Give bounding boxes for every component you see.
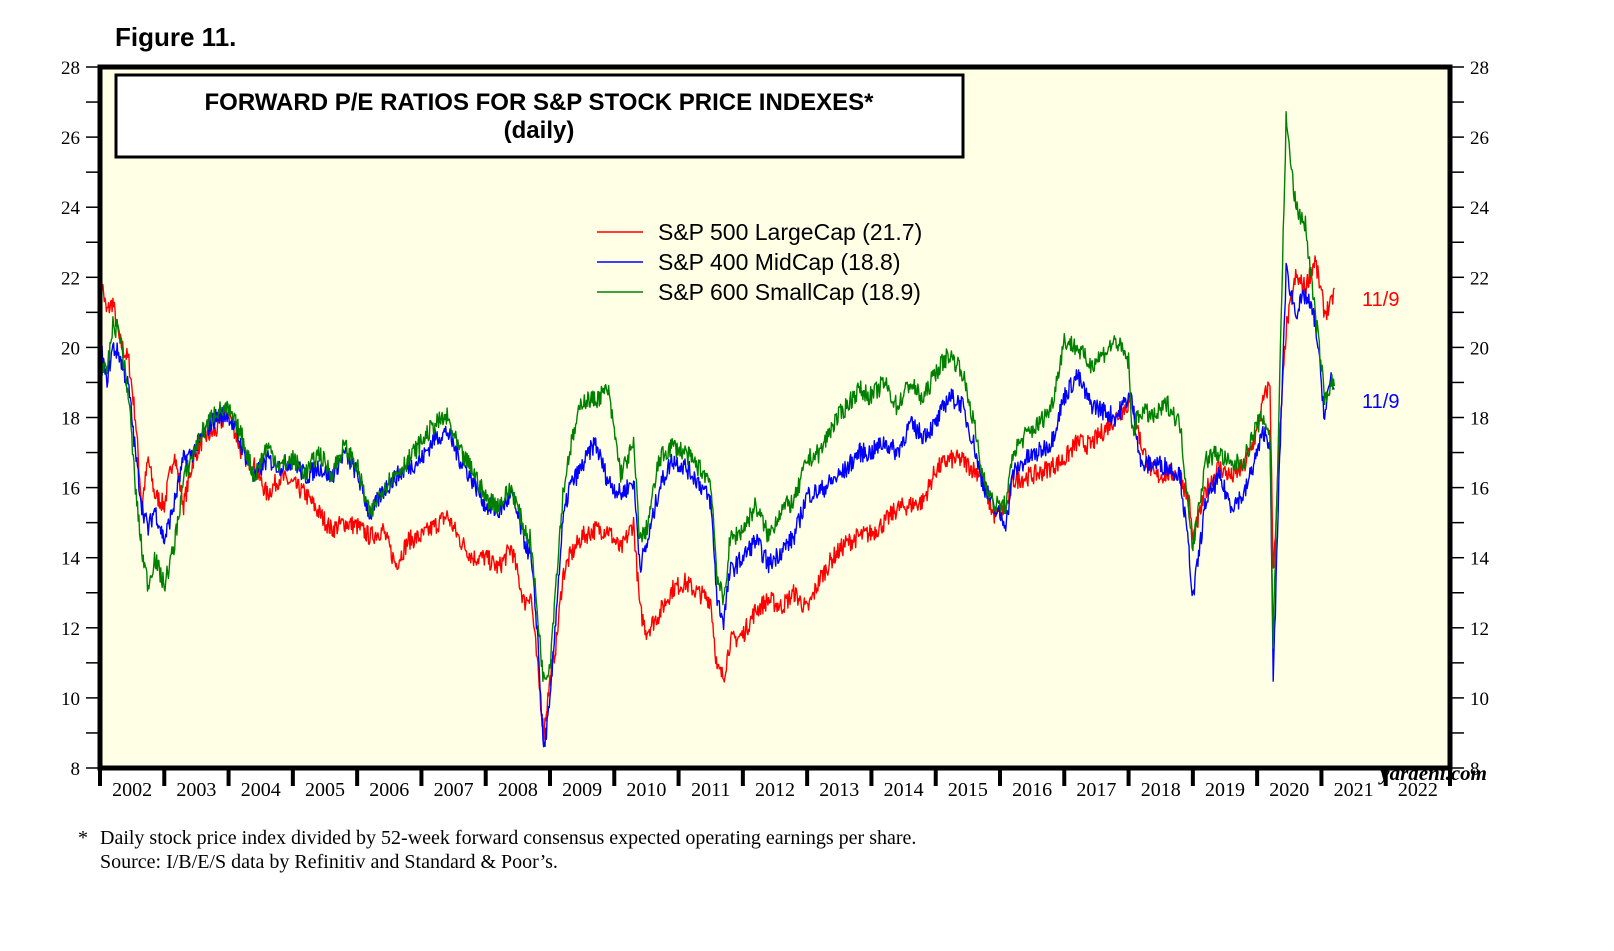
end-label-sp400: 11/9 — [1362, 391, 1399, 413]
y-tick-label-left: 28 — [61, 58, 80, 79]
x-tick-label: 2008 — [498, 779, 538, 801]
y-tick-label-left: 24 — [61, 198, 81, 219]
y-axis-right: 8 10 12 14 16 18 20 22 24 26 28 — [1450, 58, 1490, 780]
y-tick-label-left: 16 — [61, 479, 80, 500]
y-tick-label-left: 10 — [61, 689, 80, 710]
x-tick-label: 2016 — [1012, 779, 1052, 801]
x-tick-label: 2010 — [626, 779, 666, 801]
x-tick-label: 2012 — [755, 779, 795, 801]
y-tick-label-left: 12 — [61, 619, 80, 640]
y-tick-label-right: 20 — [1470, 338, 1489, 359]
x-tick-label: 2007 — [434, 779, 474, 801]
x-tick-label: 2011 — [691, 779, 730, 801]
y-tick-label-right: 16 — [1470, 479, 1489, 500]
plot-area — [100, 67, 1450, 768]
x-tick-label: 2020 — [1269, 779, 1309, 801]
legend-label-sp600: S&P 600 SmallCap (18.9) — [658, 279, 921, 305]
x-tick-label: 2015 — [948, 779, 988, 801]
legend: S&P 500 LargeCap (21.7) S&P 400 MidCap (… — [597, 219, 922, 305]
x-tick-label: 2017 — [1076, 779, 1116, 801]
x-tick-label: 2009 — [562, 779, 602, 801]
y-tick-label-right: 28 — [1470, 58, 1489, 79]
y-tick-label-right: 22 — [1470, 268, 1489, 289]
y-tick-label-left: 8 — [71, 759, 81, 780]
title-box: FORWARD P/E RATIOS FOR S&P STOCK PRICE I… — [114, 73, 965, 159]
y-tick-label-right: 14 — [1470, 549, 1490, 570]
x-tick-label: 2019 — [1205, 779, 1245, 801]
y-tick-label-right: 18 — [1470, 409, 1489, 430]
y-tick-label-left: 22 — [61, 268, 80, 289]
footnote-line-2: Source: I/B/E/S data by Refinitiv and St… — [100, 851, 558, 873]
x-tick-label: 2022 — [1398, 779, 1438, 801]
series-line-sp600 — [99, 110, 1335, 682]
series-line-sp500 — [99, 255, 1335, 742]
chart-title: FORWARD P/E RATIOS FOR S&P STOCK PRICE I… — [205, 89, 875, 116]
title-box-frame — [114, 73, 965, 159]
y-tick-label-left: 18 — [61, 409, 80, 430]
y-tick-label-left: 26 — [61, 128, 80, 149]
x-tick-label: 2003 — [176, 779, 216, 801]
chart-subtitle: (daily) — [504, 117, 575, 144]
legend-label-sp400: S&P 400 MidCap (18.8) — [658, 249, 901, 275]
x-tick-label: 2005 — [305, 779, 345, 801]
y-tick-label-right: 12 — [1470, 619, 1489, 640]
y-tick-label-left: 20 — [61, 338, 80, 359]
y-tick-label-left: 14 — [61, 549, 81, 570]
watermark: yardeni.com — [1377, 761, 1487, 785]
footnote: * Daily stock price index divided by 52-w… — [78, 826, 916, 874]
x-tick-label: 2014 — [884, 779, 924, 801]
figure-label: Figure 11. — [115, 22, 237, 52]
series-layer — [99, 110, 1335, 748]
x-axis: 2002 2003 2004 2005 2006 2007 2008 2009 2010 2011… — [98, 768, 1452, 801]
legend-label-sp500: S&P 500 LargeCap (21.7) — [658, 219, 922, 245]
x-tick-label: 2002 — [112, 779, 152, 801]
y-tick-label-right: 24 — [1470, 198, 1490, 219]
x-tick-label: 2018 — [1141, 779, 1181, 801]
x-tick-label: 2013 — [819, 779, 859, 801]
y-tick-label-right: 10 — [1470, 689, 1489, 710]
x-tick-label: 2004 — [241, 779, 281, 801]
y-tick-label-right: 8 — [1470, 759, 1480, 780]
x-tick-label: 2021 — [1334, 779, 1374, 801]
y-tick-label-right: 26 — [1470, 128, 1489, 149]
y-axis-left: 8 10 12 14 16 18 20 22 24 26 28 — [61, 58, 100, 780]
end-label-sp500: 11/9 — [1362, 289, 1399, 311]
footnote-line-1: Daily stock price index divided by 52-we… — [100, 827, 917, 849]
footnote-marker: * — [78, 827, 88, 849]
x-tick-label: 2006 — [369, 779, 409, 801]
